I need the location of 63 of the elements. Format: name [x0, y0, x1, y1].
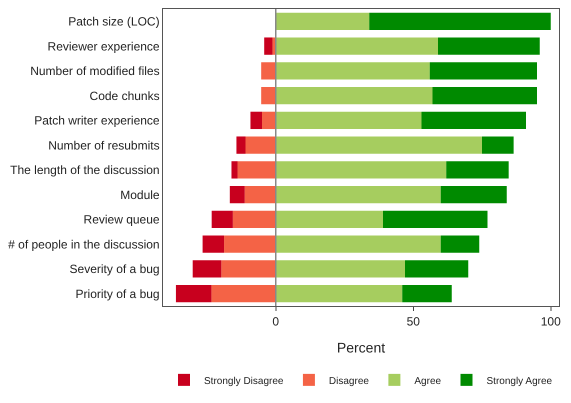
y-tick-label: Code chunks: [90, 88, 160, 103]
bar: [402, 284, 452, 302]
bar: [211, 284, 276, 302]
y-tick-label: The length of the discussion: [10, 163, 160, 178]
y-tick-label: Reviewer experience: [48, 39, 160, 54]
bar: [236, 136, 246, 154]
bar: [176, 284, 212, 302]
bar: [264, 37, 272, 55]
bar: [232, 210, 276, 228]
legend-label: Strongly Agree: [486, 376, 553, 387]
bar: [369, 12, 551, 30]
bar: [224, 235, 276, 253]
y-tick-label: Review queue: [84, 212, 160, 227]
bar: [276, 235, 441, 253]
bar: [246, 136, 276, 154]
bar: [446, 161, 509, 179]
bar: [276, 260, 405, 278]
bar: [261, 62, 276, 80]
x-axis-title: Percent: [336, 340, 386, 356]
y-tick-label: Priority of a bug: [76, 286, 160, 301]
bar: [438, 37, 540, 55]
bar: [276, 86, 432, 104]
bar: [276, 12, 370, 30]
bar: [250, 112, 262, 130]
bar: [276, 136, 482, 154]
y-tick-label: Number of modified files: [30, 64, 160, 78]
x-tick-label: 50: [406, 314, 420, 328]
bar: [383, 210, 488, 228]
bar: [202, 235, 224, 253]
bar: [276, 186, 441, 204]
bar: [276, 161, 446, 179]
legend-label: Disagree: [328, 376, 370, 387]
legend-label: Strongly Disagree: [204, 376, 284, 387]
x-tick-label: 0: [272, 314, 280, 328]
x-tick-label: 100: [540, 314, 562, 328]
bar: [422, 112, 526, 130]
y-tick-label: Module: [120, 188, 160, 202]
bar: [430, 62, 537, 80]
bar: [432, 86, 537, 104]
bar: [276, 210, 383, 228]
bar: [482, 136, 514, 154]
y-tick-label: Severity of a bug: [70, 262, 160, 276]
y-tick-label: Number of resubmits: [48, 138, 160, 152]
bar: [405, 260, 468, 278]
bar: [192, 260, 222, 278]
bar: [231, 161, 238, 179]
bar: [238, 161, 276, 179]
bar: [276, 37, 438, 55]
bar: [276, 284, 402, 302]
y-tick-label: Patch writer experience: [34, 114, 160, 128]
y-tick-label: # of people in the discussion: [8, 237, 160, 252]
bar: [261, 86, 276, 104]
bar: [440, 235, 480, 253]
bar: [440, 186, 507, 204]
bar: [276, 112, 422, 130]
bar: [262, 112, 276, 130]
bar: [276, 62, 430, 80]
bar: [212, 210, 233, 228]
legend-label: Agree: [414, 376, 442, 387]
bar: [244, 186, 276, 204]
bar: [230, 186, 245, 204]
y-tick-label: Patch size (LOC): [68, 14, 160, 29]
bar: [221, 260, 276, 278]
